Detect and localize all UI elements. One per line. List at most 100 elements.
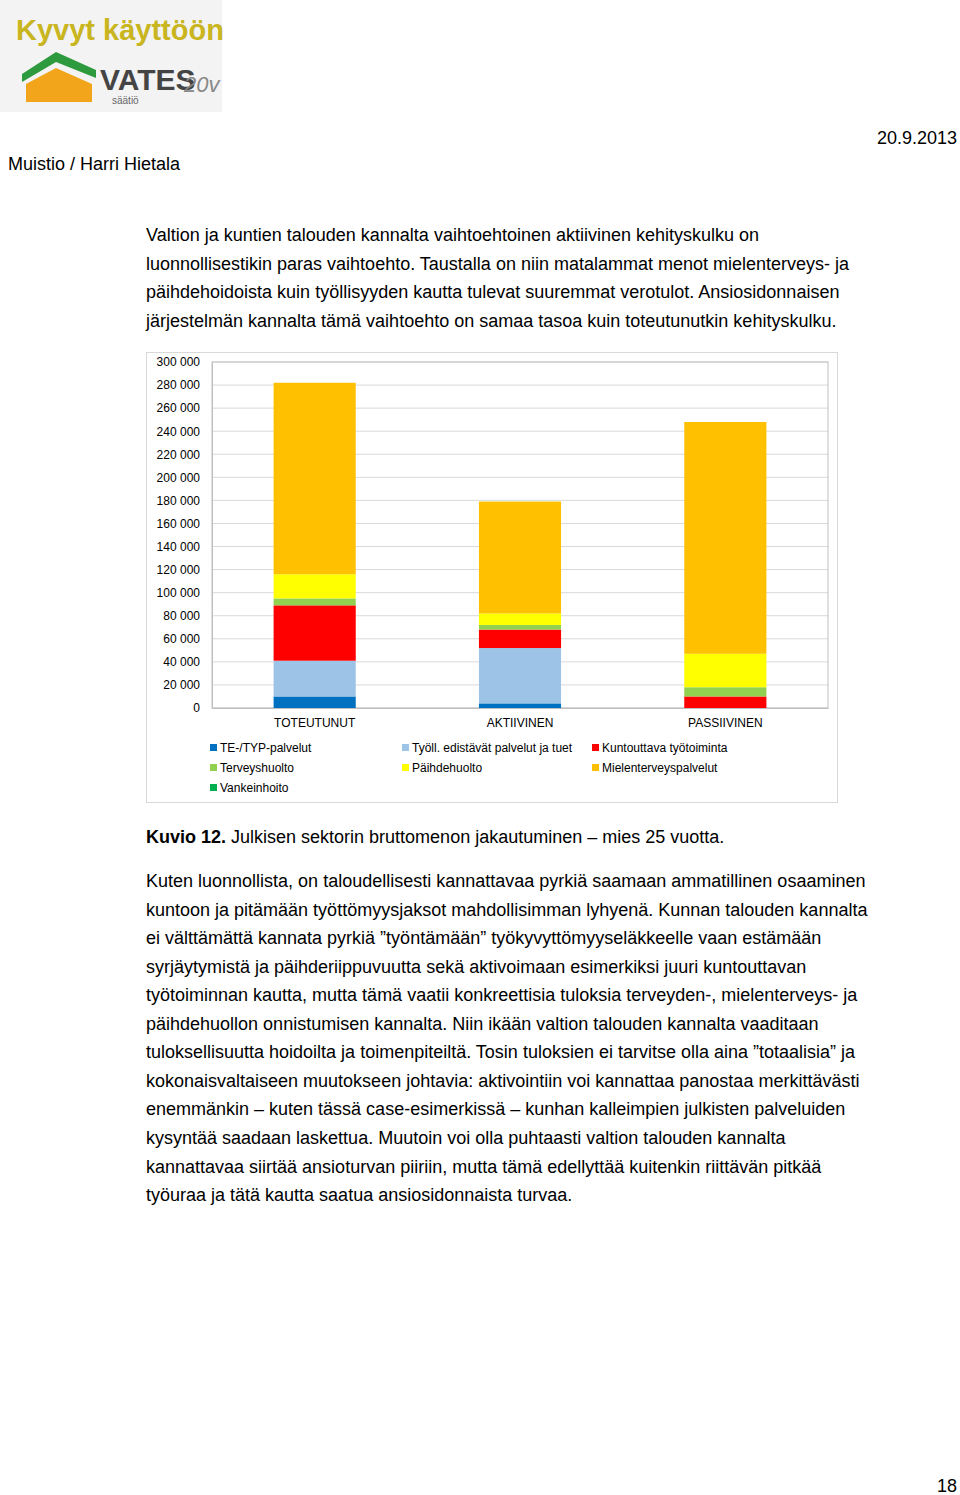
grid [212,362,828,708]
y-tick: 260 000 [157,401,212,415]
legend-label: Mielenterveyspalvelut [602,761,718,775]
legend-label: TE-/TYP-palvelut [220,741,312,755]
paragraph-line: kannattavaa siirtää ansioturvan piiriin,… [146,1157,822,1177]
paragraph-line: Kuten luonnollista, on taloudellisesti k… [146,871,865,891]
y-tick-label: 60 000 [163,632,200,646]
legend-swatch [592,764,599,771]
paragraph-line: ei välttämättä kannata pyrkiä ”työntämää… [146,928,821,948]
bar-segment [479,613,561,625]
y-tick-label: 280 000 [157,378,201,392]
y-tick-label: 80 000 [163,609,200,623]
bar-segment [274,605,356,660]
page: Kyvyt käyttöön VATESsäätiö 20v Muistio / Ha… [0,0,960,1495]
y-tick: 100 000 [157,586,212,600]
paragraph-line: luonnollisestikin paras vaihtoehto. Taus… [146,254,850,274]
y-tick: 300 000 [157,355,212,369]
caption-text: Julkisen sektorin bruttomenon jakautumin… [231,827,724,847]
legend-item: Päihdehuolto [402,761,482,775]
plot-frame [212,362,828,708]
paragraph-line: työtoiminnan kautta, mutta tämä vaatii k… [146,985,858,1005]
x-tick-label: TOTEUTUNUT [274,716,356,730]
paragraph-line: kokonaisvaltaiseen muutokseen johtavia: … [146,1071,859,1091]
y-axis-line [212,363,213,709]
y-tick-label: 300 000 [157,355,201,369]
y-tick-label: 0 [193,701,200,715]
legend-swatch [210,764,217,771]
bar-segment [479,703,561,708]
bar-segment [684,687,766,696]
bar-segment [479,648,561,703]
memo-author: Muistio / Harri Hietala [8,154,181,174]
y-tick-label: 180 000 [157,494,201,508]
x-axis: TOTEUTUNUT AKTIIVINEN PASSIIVINEN [213,708,829,730]
x-tick-label: PASSIIVINEN [688,716,762,730]
bar-segment [684,421,766,422]
y-tick-label: 20 000 [163,678,200,692]
y-tick-label: 200 000 [157,471,201,485]
y-tick-label: 240 000 [157,425,201,439]
y-tick: 80 000 [163,609,212,623]
y-tick-label: 40 000 [163,655,200,669]
y-tick-label: 140 000 [157,540,201,554]
bar-segment [274,661,356,697]
bar-segment [274,383,356,574]
y-tick: 280 000 [157,378,212,392]
y-tick: 40 000 [163,655,212,669]
bar-segment [274,598,356,605]
y-tick-label: 160 000 [157,517,201,531]
logo-sub: säätiö [112,95,139,106]
y-tick: 20 000 [163,678,212,692]
bar-segment [479,502,561,614]
y-tick: 200 000 [157,471,212,485]
y-tick-label: 100 000 [157,586,201,600]
legend-item: TE-/TYP-palvelut [210,741,312,755]
legend-item: Kuntouttava työtoiminta [592,741,728,755]
legend-label: Vankeinhoito [220,781,289,795]
logo-icon [26,68,92,102]
paragraph-line: päihdehoidoista kuin työllisyyden kautta… [146,282,839,302]
logo-anniversary: 20v [183,72,221,97]
paragraph-line: enemmänkin – kuten tässä case-esimerkiss… [146,1099,845,1119]
x-tick: TOTEUTUNUT [274,708,356,730]
y-axis: 0 20 000 40 000 60 000 80 000 100 000 120 000 1… [157,355,213,715]
x-tick-label: AKTIIVINEN [487,716,554,730]
y-tick: 240 000 [157,425,212,439]
legend-label: Terveyshuolto [220,761,294,775]
logo-brand: VATES [100,63,196,96]
y-tick: 0 [193,701,212,715]
paragraph-line: Valtion ja kuntien talouden kannalta vai… [146,225,759,245]
y-tick: 160 000 [157,517,212,531]
paragraph-line: päihdehuollon onnistumisen kannalta. Nii… [146,1014,818,1034]
legend-item: Terveyshuolto [210,761,294,775]
chart-border [147,353,838,803]
legend-swatch [402,764,409,771]
bars [274,383,767,708]
legend-swatch [592,744,599,751]
logo-text: Kyvyt käyttöön [16,14,224,46]
bar-segment [274,696,356,708]
y-tick: 220 000 [157,448,212,462]
y-tick-label: 220 000 [157,448,201,462]
bar-segment [479,501,561,502]
chart: 0 20 000 40 000 60 000 80 000 100 000 120 000 1… [157,355,829,729]
y-tick: 60 000 [163,632,212,646]
y-tick: 140 000 [157,540,212,554]
x-tick: PASSIIVINEN [688,708,762,730]
legend-label: Päihdehuolto [412,761,482,775]
bar-segment [479,625,561,630]
page-number: 18 [937,1476,957,1495]
paragraph-line: järjestelmän kannalta tämä vaihtoehto on… [145,311,836,331]
bar-segment [684,654,766,687]
logo: Kyvyt käyttöön VATESsäätiö 20v [0,0,224,112]
bar-segment [479,630,561,648]
legend-label: Kuntouttava työtoiminta [602,741,728,755]
legend-swatch [210,784,217,791]
x-axis-line [213,708,829,709]
y-tick: 180 000 [157,494,212,508]
paragraph-line: tuloksellisuutta hoidoilta ja toimenpite… [146,1042,856,1062]
paragraph-line: syrjäytymistä ja päihderiippuvuutta sekä… [146,957,806,977]
y-tick: 120 000 [157,563,212,577]
legend-label: Työll. edistävät palvelut ja tuet [412,741,573,755]
legend-item: Mielenterveyspalvelut [592,761,718,775]
y-tick-label: 120 000 [157,563,201,577]
